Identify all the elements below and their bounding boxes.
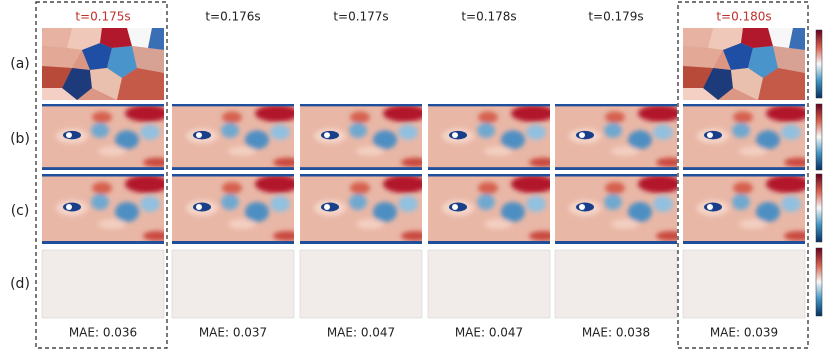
column-title: t=0.176s	[205, 10, 260, 24]
ground-truth-field	[555, 104, 684, 170]
row-label: (d)	[10, 276, 30, 292]
mae-label: MAE: 0.036	[69, 326, 137, 340]
column-title: t=0.175s	[75, 10, 130, 24]
highlight-box	[35, 1, 168, 349]
column-title: t=0.180s	[716, 10, 771, 24]
prediction-field	[300, 174, 429, 244]
ground-truth-field	[172, 104, 301, 170]
error-field	[682, 249, 806, 319]
error-field	[427, 249, 551, 319]
error-field	[171, 249, 295, 319]
mae-label: MAE: 0.039	[710, 326, 778, 340]
ground-truth-field	[683, 104, 812, 170]
highlight-box	[677, 1, 809, 349]
ground-truth-field	[42, 104, 171, 170]
error-field	[299, 249, 423, 319]
column-title: t=0.177s	[333, 10, 388, 24]
prediction-field	[172, 174, 301, 244]
row-label: (b)	[10, 131, 30, 147]
ground-truth-field	[428, 104, 557, 170]
prediction-field	[683, 174, 812, 244]
mae-label: MAE: 0.037	[199, 326, 267, 340]
ground-truth-field	[300, 104, 429, 170]
error-field	[554, 249, 678, 319]
prediction-field	[42, 174, 171, 244]
column-title: t=0.179s	[588, 10, 643, 24]
colorbar	[815, 103, 823, 171]
prediction-field	[555, 174, 684, 244]
input-mosaic	[683, 28, 805, 100]
row-label: (c)	[11, 203, 30, 219]
mae-label: MAE: 0.047	[327, 326, 395, 340]
column-title: t=0.178s	[461, 10, 516, 24]
colorbar	[815, 247, 823, 317]
colorbars	[815, 29, 823, 317]
mae-label: MAE: 0.038	[582, 326, 650, 340]
error-field	[41, 249, 165, 319]
prediction-field	[428, 174, 557, 244]
colorbar	[815, 29, 823, 99]
row-label: (a)	[10, 56, 30, 72]
colorbar	[815, 173, 823, 243]
mae-label: MAE: 0.047	[455, 326, 523, 340]
input-mosaic	[42, 28, 164, 100]
